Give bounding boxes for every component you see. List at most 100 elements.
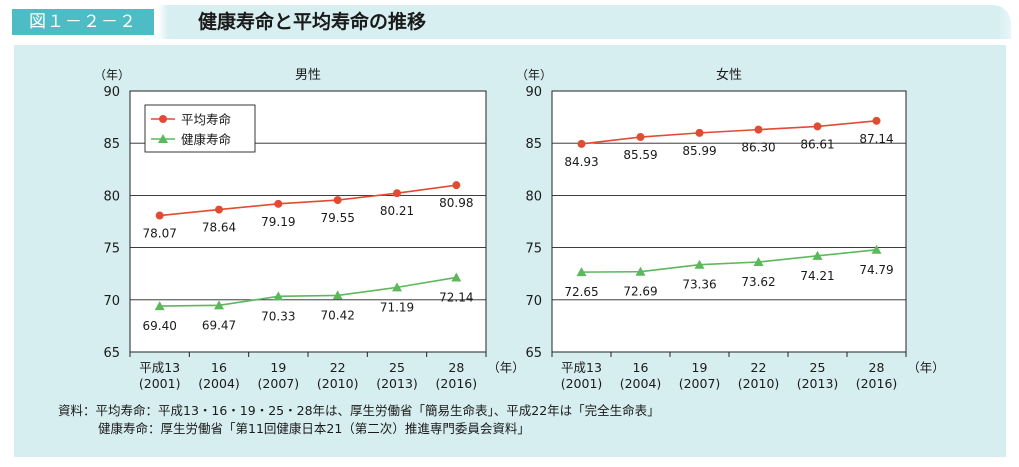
- x-tick-label: 25: [389, 360, 405, 375]
- data-label: 69.40: [142, 319, 176, 333]
- data-label: 70.33: [261, 309, 295, 323]
- x-tick-year-label: (2010): [738, 376, 780, 391]
- y-axis-unit-label: （年）: [516, 68, 552, 82]
- legend-marker: [159, 115, 167, 123]
- data-point-marker: [452, 181, 461, 190]
- data-label: 80.21: [380, 204, 414, 218]
- data-point-marker: [274, 199, 283, 208]
- y-tick-label: 65: [103, 346, 120, 361]
- data-point-marker: [214, 300, 224, 310]
- data-label: 78.64: [202, 221, 236, 235]
- series-line: [159, 184, 457, 217]
- x-tick-year-label: (2010): [317, 376, 359, 391]
- series-line: [581, 120, 877, 145]
- x-tick-label: 22: [751, 360, 767, 375]
- title-bar-background: [8, 5, 1011, 39]
- data-point-marker: [451, 272, 462, 282]
- x-tick-label: 平成13: [139, 360, 180, 375]
- y-tick-label: 85: [103, 137, 120, 152]
- x-tick-year-label: (2016): [856, 376, 898, 391]
- y-tick-label: 75: [103, 242, 120, 257]
- data-point-marker: [333, 196, 342, 205]
- data-point-marker: [872, 116, 881, 125]
- y-tick-label: 80: [525, 189, 542, 204]
- x-tick-year-label: (2004): [620, 376, 662, 391]
- data-point-marker: [576, 267, 587, 277]
- source-line-2: 健康寿命：厚生労働省「第11回健康日本21（第二次）推進専門委員会資料」: [98, 421, 530, 436]
- figure-number-badge: 図１－２－２: [12, 9, 154, 35]
- data-point-marker: [753, 257, 764, 267]
- plot-background: [552, 91, 906, 352]
- x-tick-year-label: (2001): [561, 376, 603, 391]
- y-tick-label: 70: [525, 294, 542, 309]
- data-point-marker: [694, 259, 705, 269]
- data-label: 86.61: [800, 137, 834, 151]
- data-label: 85.99: [682, 144, 716, 158]
- data-point-marker: [393, 189, 401, 198]
- data-label: 72.14: [439, 290, 473, 304]
- data-point-marker: [577, 139, 586, 148]
- y-tick-label: 65: [525, 346, 542, 361]
- x-tick-year-label: (2013): [376, 376, 418, 391]
- data-point-marker: [392, 282, 402, 292]
- y-tick-label: 90: [103, 85, 120, 100]
- data-point-marker: [154, 301, 165, 311]
- data-label: 74.21: [800, 269, 834, 283]
- legend-marker: [158, 134, 168, 143]
- data-point-marker: [332, 290, 343, 300]
- y-tick-label: 70: [103, 294, 120, 309]
- figure-title: 健康寿命と平均寿命の推移: [198, 11, 427, 33]
- legend-box: [144, 104, 256, 153]
- x-tick-label: 16: [633, 360, 649, 375]
- data-point-marker: [215, 205, 223, 214]
- x-tick-label: 25: [810, 360, 826, 375]
- x-tick-label: 19: [692, 360, 708, 375]
- x-tick-label: 16: [211, 360, 227, 375]
- y-tick-label: 80: [103, 189, 120, 204]
- data-label: 87.14: [859, 132, 893, 146]
- x-tick-year-label: (2004): [198, 376, 240, 391]
- x-tick-label: 平成13: [561, 360, 602, 375]
- chart-title: 女性: [716, 67, 742, 83]
- x-tick-label: 28: [448, 360, 464, 375]
- data-label: 79.19: [261, 215, 295, 229]
- x-tick-year-label: (2007): [679, 376, 721, 391]
- x-tick-year-label: (2016): [436, 376, 478, 391]
- x-tick-label: 28: [869, 360, 885, 375]
- data-label: 85.59: [623, 148, 657, 162]
- data-point-marker: [754, 125, 763, 134]
- y-axis-unit-label: （年）: [94, 68, 130, 82]
- data-label: 70.42: [320, 308, 354, 322]
- data-point-marker: [273, 291, 284, 301]
- data-label: 74.79: [859, 263, 893, 277]
- data-point-marker: [813, 122, 822, 131]
- data-label: 72.69: [623, 285, 657, 299]
- figure-title-bar: 図１－２－２ 健康寿命と平均寿命の推移: [8, 5, 1011, 39]
- x-tick-year-label: (2001): [139, 376, 181, 391]
- data-label: 73.62: [741, 275, 775, 289]
- data-point-marker: [155, 211, 164, 220]
- data-label: 71.19: [380, 300, 414, 314]
- x-axis-unit-label: （年）: [907, 360, 945, 375]
- y-tick-label: 75: [525, 242, 542, 257]
- series-line: [581, 248, 877, 273]
- source-note: 資料：平均寿命：平成13・16・19・25・28年は、厚生労働省「簡易生命表」、…: [58, 402, 660, 438]
- data-label: 72.65: [564, 285, 598, 299]
- data-label: 80.98: [439, 196, 473, 210]
- x-tick-label: 22: [330, 360, 346, 375]
- data-point-marker: [695, 128, 704, 137]
- data-label: 78.07: [142, 227, 176, 241]
- series-line: [159, 276, 457, 307]
- data-label: 69.47: [202, 318, 236, 332]
- y-tick-label: 85: [525, 137, 542, 152]
- data-label: 73.36: [682, 278, 716, 292]
- y-tick-label: 90: [525, 85, 542, 100]
- x-axis-unit-label: （年）: [487, 360, 525, 375]
- data-label: 86.30: [741, 141, 775, 155]
- x-tick-year-label: (2007): [258, 376, 300, 391]
